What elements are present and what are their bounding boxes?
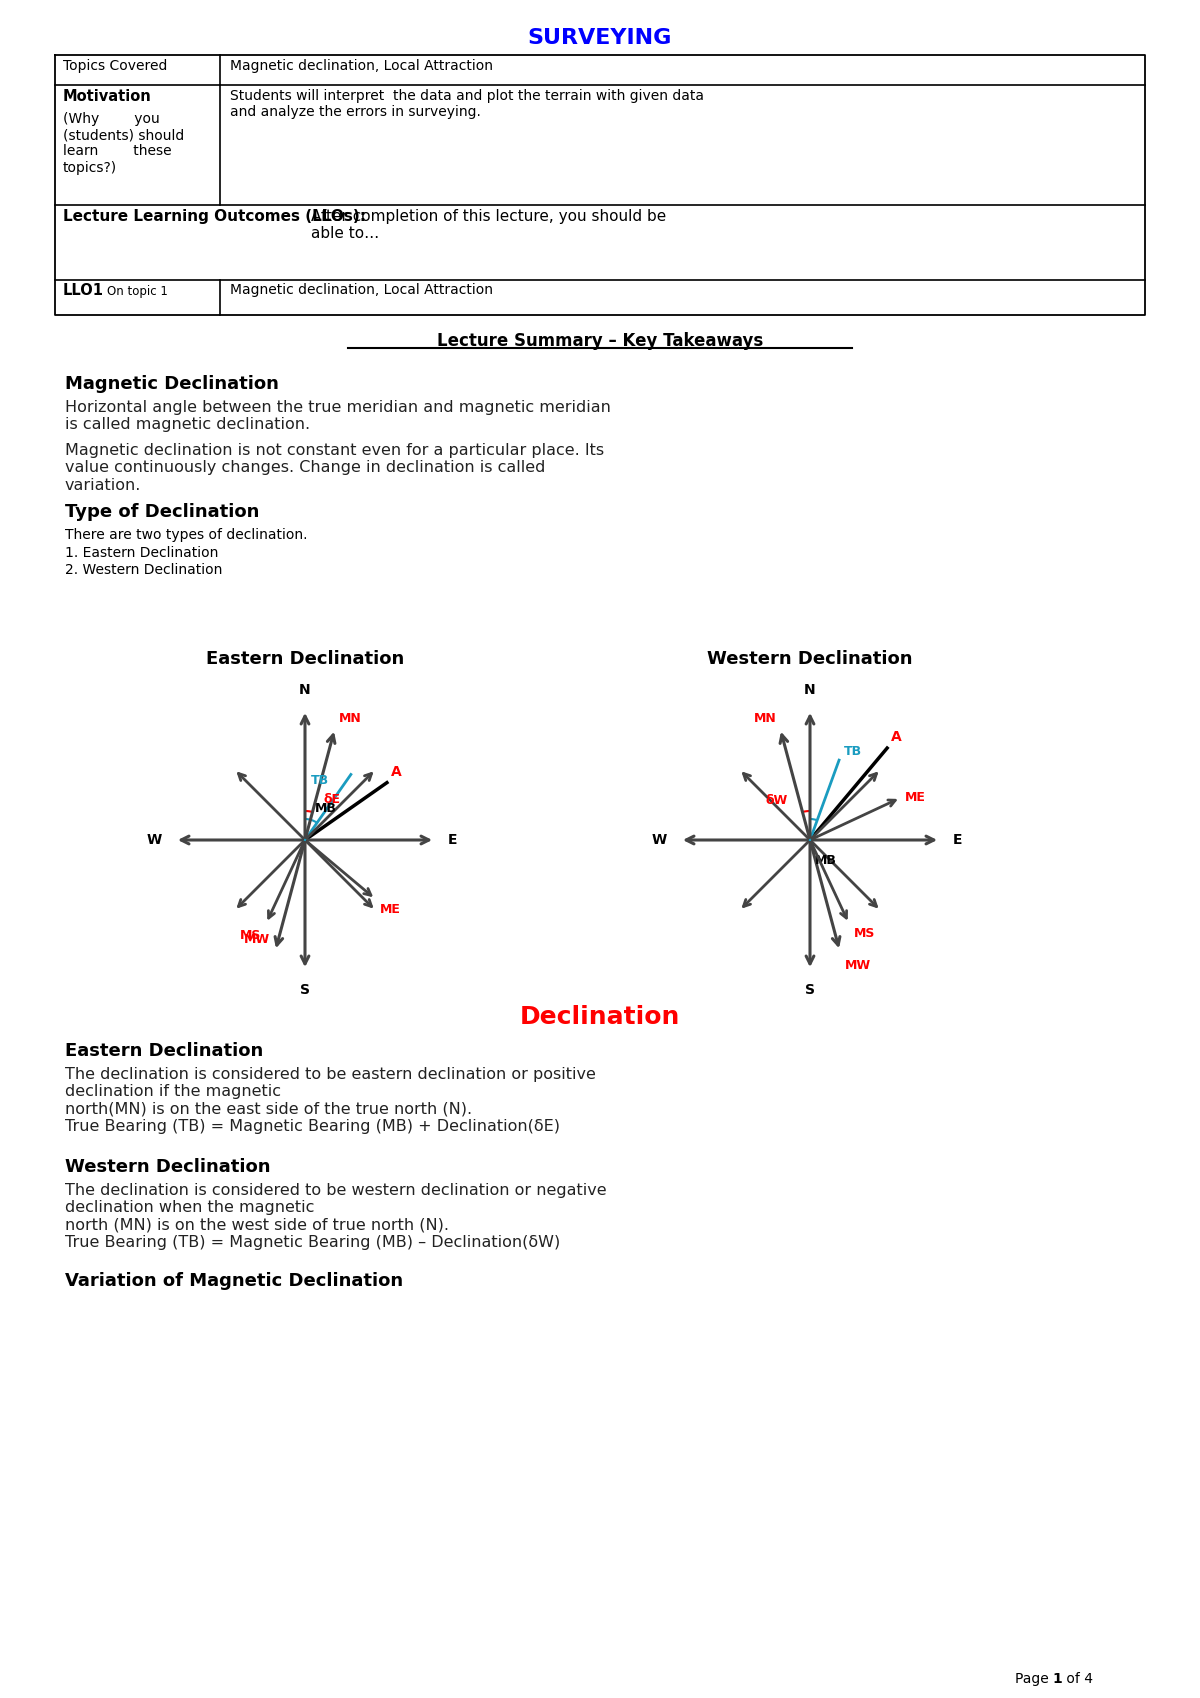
Text: Magnetic declination is not constant even for a particular place. Its
value cont: Magnetic declination is not constant eve… <box>65 443 604 492</box>
Text: MB: MB <box>314 801 337 815</box>
Text: Eastern Declination: Eastern Declination <box>206 650 404 667</box>
Text: W: W <box>146 834 162 847</box>
Text: Motivation: Motivation <box>64 88 151 104</box>
Text: 2. Western Declination: 2. Western Declination <box>65 564 222 577</box>
Text: The declination is considered to be eastern declination or positive
declination : The declination is considered to be east… <box>65 1066 596 1134</box>
Text: Page: Page <box>1015 1673 1054 1686</box>
Text: TB: TB <box>844 745 862 757</box>
Text: MW: MW <box>244 934 270 946</box>
Text: (Why        you
(students) should
learn        these
topics?): (Why you (students) should learn these t… <box>64 112 185 175</box>
Text: ME: ME <box>905 791 925 805</box>
Text: MW: MW <box>845 959 871 971</box>
Text: Eastern Declination: Eastern Declination <box>65 1043 263 1060</box>
Text: Topics Covered: Topics Covered <box>64 59 167 73</box>
Text: Type of Declination: Type of Declination <box>65 503 259 521</box>
Text: On topic 1: On topic 1 <box>107 285 168 299</box>
Text: Lecture Summary – Key Takeaways: Lecture Summary – Key Takeaways <box>437 333 763 350</box>
Text: A: A <box>892 730 902 744</box>
Text: MN: MN <box>338 711 361 725</box>
Text: A: A <box>391 764 402 779</box>
Text: Variation of Magnetic Declination: Variation of Magnetic Declination <box>65 1272 403 1290</box>
Text: Magnetic declination, Local Attraction: Magnetic declination, Local Attraction <box>230 284 493 297</box>
Text: Lecture Learning Outcomes (LLOs):: Lecture Learning Outcomes (LLOs): <box>64 209 366 224</box>
Text: LLO1: LLO1 <box>64 284 104 299</box>
Text: 1: 1 <box>1052 1673 1062 1686</box>
Text: Western Declination: Western Declination <box>65 1158 270 1177</box>
Text: N: N <box>299 683 311 696</box>
Text: Declination: Declination <box>520 1005 680 1029</box>
Text: W: W <box>652 834 667 847</box>
Text: of 4: of 4 <box>1062 1673 1093 1686</box>
Text: The declination is considered to be western declination or negative
declination : The declination is considered to be west… <box>65 1184 607 1250</box>
Text: After completion of this lecture, you should be
able to…: After completion of this lecture, you sh… <box>311 209 666 241</box>
Text: Horizontal angle between the true meridian and magnetic meridian
is called magne: Horizontal angle between the true meridi… <box>65 401 611 433</box>
Text: MN: MN <box>754 711 776 725</box>
Text: S: S <box>300 983 310 997</box>
Text: Students will interpret  the data and plot the terrain with given data
and analy: Students will interpret the data and plo… <box>230 88 704 119</box>
Text: E: E <box>953 834 962 847</box>
Text: ME: ME <box>379 903 401 917</box>
Text: MS: MS <box>240 929 262 942</box>
Text: S: S <box>805 983 815 997</box>
Text: MB: MB <box>815 854 836 868</box>
Text: E: E <box>448 834 457 847</box>
Text: MS: MS <box>854 927 875 941</box>
Text: 1. Eastern Declination: 1. Eastern Declination <box>65 547 218 560</box>
Text: δW: δW <box>766 795 788 807</box>
Text: TB: TB <box>311 774 329 788</box>
Text: N: N <box>804 683 816 696</box>
Text: Western Declination: Western Declination <box>707 650 913 667</box>
Text: SURVEYING: SURVEYING <box>528 27 672 48</box>
Text: δE: δE <box>323 793 340 807</box>
Text: Magnetic Declination: Magnetic Declination <box>65 375 278 392</box>
Text: There are two types of declination.: There are two types of declination. <box>65 528 307 542</box>
Text: Magnetic declination, Local Attraction: Magnetic declination, Local Attraction <box>230 59 493 73</box>
